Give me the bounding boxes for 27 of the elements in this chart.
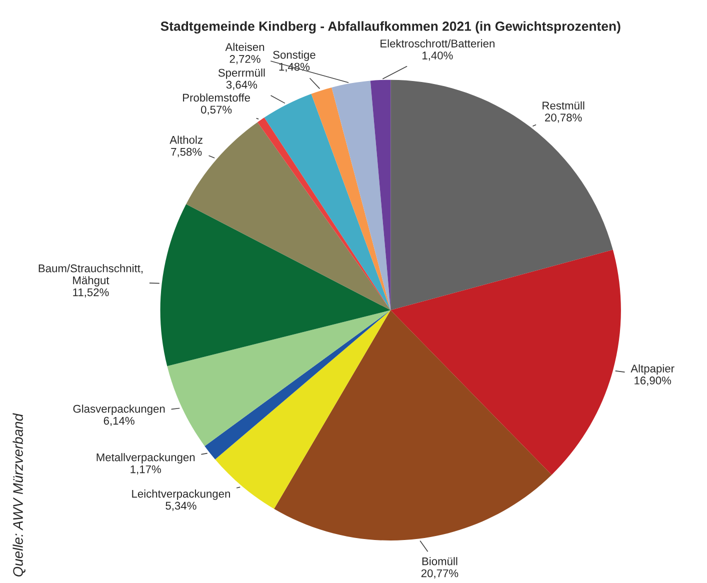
data-label: 6,14%	[104, 416, 134, 426]
slice-label: Altpapier	[630, 364, 674, 375]
slice-label: Restmüll	[542, 101, 584, 110]
slice-label: Alteisen	[225, 42, 264, 51]
data-label: 20,77%	[421, 569, 458, 579]
slice-label: Glasverpackungen	[73, 404, 165, 415]
data-label: 2,72%	[230, 55, 260, 64]
slice-label: Metallverpackungen	[96, 453, 195, 464]
data-label: 20,78%	[545, 114, 582, 123]
slice-label: Problemstoffe	[183, 93, 250, 102]
slice-label: Biomüll	[422, 557, 458, 566]
data-label: 11,52%	[73, 288, 109, 298]
data-label: 1,40%	[422, 52, 453, 61]
slice-label: Leichtverpackungen	[132, 490, 230, 500]
source-note: Quelle: AWV Mürzverband	[12, 413, 26, 576]
chart-title: Stadtgemeinde Kindberg - Abfallaufkommen 2021 (in Gewichtsprozenten)	[160, 21, 620, 34]
data-label: 7,58%	[171, 148, 202, 158]
data-label: 0,57%	[200, 106, 232, 115]
slice-label: Altholz	[170, 136, 202, 144]
data-label: 5,34%	[166, 502, 196, 511]
data-label: 1,17%	[130, 465, 161, 475]
slice-label: Sonstige	[273, 50, 316, 61]
slice-label: Sperrmüll	[218, 68, 265, 79]
slice-label: Baum/Strauchschnitt, Mähgut	[38, 264, 143, 286]
slice-label: Elektroschrott/Batterien	[380, 39, 494, 48]
data-label: 3,64%	[226, 80, 258, 90]
data-label: 16,90%	[634, 376, 672, 386]
